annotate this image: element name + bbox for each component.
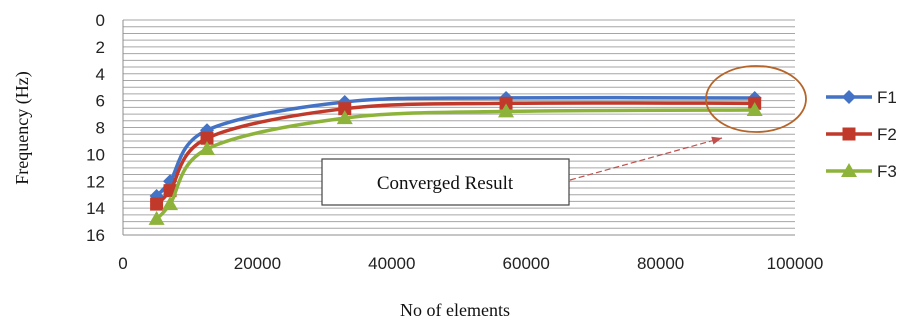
- series-f3: [148, 102, 763, 225]
- axes: [122, 20, 795, 236]
- data-point-f3: [746, 102, 763, 117]
- data-point-f3: [162, 196, 179, 211]
- converged-annotation: Converged Result: [321, 65, 807, 206]
- data-point-f2: [150, 197, 164, 211]
- annotation-label: Converged Result: [377, 173, 514, 194]
- y-tick-label: 12: [86, 172, 105, 191]
- y-axis-title: Frequency (Hz): [12, 71, 33, 184]
- legend-item-f3: F3: [826, 162, 897, 181]
- annotation-arrow: [569, 137, 723, 181]
- y-tick-label: 4: [96, 65, 105, 84]
- legend-label: F2: [877, 125, 897, 144]
- legend: F1 F2 F3: [826, 88, 897, 181]
- legend-marker: [842, 127, 856, 141]
- y-tick-label: 0: [96, 11, 105, 30]
- legend-label: F1: [877, 88, 897, 107]
- data-point-f2: [200, 131, 214, 145]
- y-tick-label: 2: [96, 38, 105, 57]
- y-tick-label: 8: [96, 119, 105, 138]
- series-group: [148, 90, 763, 225]
- legend-marker: [841, 163, 857, 177]
- x-tick-label: 0: [118, 254, 127, 273]
- x-tick-labels: 0 20000 40000 60000 80000 100000: [118, 254, 823, 273]
- data-point-f3: [148, 210, 165, 225]
- legend-marker: [842, 90, 856, 104]
- x-axis-title: No of elements: [400, 300, 510, 320]
- legend-item-f2: F2: [826, 125, 897, 144]
- data-point-f3: [199, 141, 215, 155]
- legend-label: F3: [877, 162, 897, 181]
- y-tick-label: 14: [86, 199, 105, 218]
- y-tick-label: 6: [96, 92, 105, 111]
- convergence-ellipse: [705, 65, 807, 133]
- x-tick-label: 20000: [234, 254, 281, 273]
- data-point-f3: [336, 110, 353, 125]
- legend-item-f1: F1: [826, 88, 897, 107]
- data-point-f2: [499, 96, 513, 110]
- y-tick-labels: 0 2 4 6 8 10 12 14 16: [86, 11, 105, 245]
- y-tick-label: 10: [86, 145, 105, 164]
- x-tick-label: 40000: [368, 254, 415, 273]
- x-tick-label: 100000: [767, 254, 824, 273]
- annotation-box: [321, 158, 570, 206]
- data-point-f2: [338, 102, 352, 116]
- y-tick-label: 16: [86, 226, 105, 245]
- x-tick-label: 60000: [503, 254, 550, 273]
- x-tick-label: 80000: [637, 254, 684, 273]
- annotation-arrowhead: [711, 136, 722, 145]
- data-point-f3: [498, 103, 515, 118]
